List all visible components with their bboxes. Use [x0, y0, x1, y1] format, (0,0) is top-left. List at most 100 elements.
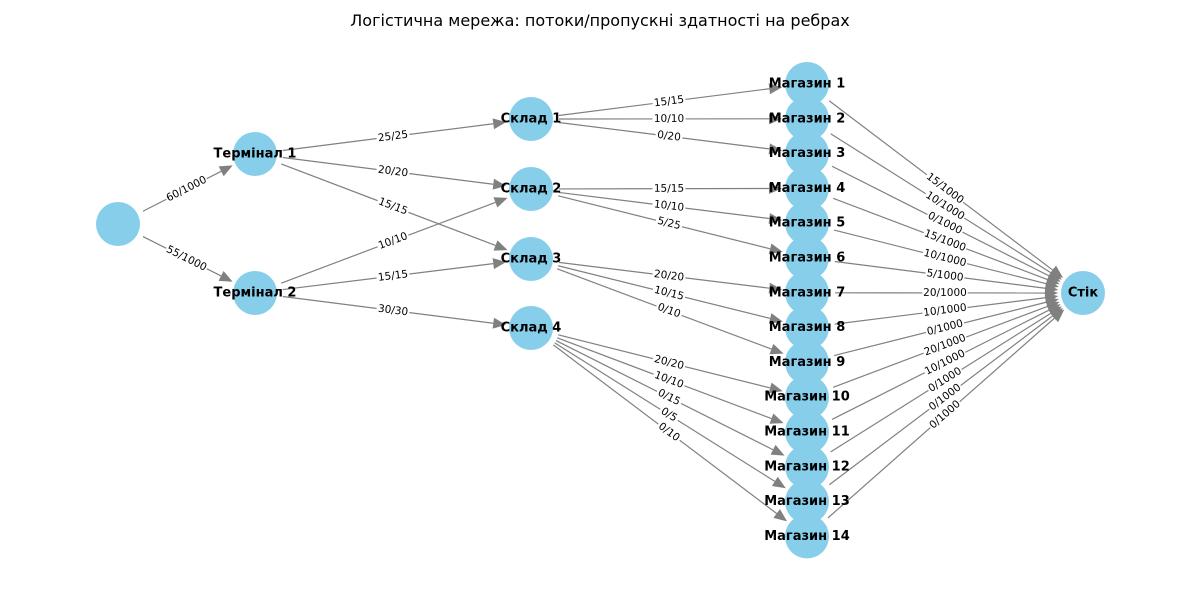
node-label-sink: Стік [1068, 286, 1099, 301]
edge-label-text: 10/10 [653, 369, 686, 391]
node-label-m2: Магазин 2 [769, 111, 846, 126]
edge-label-text: 10/1000 [923, 302, 968, 319]
node-label-m4: Магазин 4 [769, 181, 846, 196]
edge-label-text: 20/1000 [923, 287, 967, 299]
node-w1 [509, 97, 553, 141]
edge-arrowhead-w1-m3 [768, 143, 783, 155]
node-label-m9: Магазин 9 [769, 355, 846, 370]
edge-label-background [651, 283, 687, 304]
edge-label-text: 60/1000 [164, 174, 208, 205]
edge-label-background [921, 301, 969, 320]
edge-label-background [375, 267, 411, 285]
edge-arrowhead-w3-m8 [768, 313, 783, 324]
node-label-w3: Склад 3 [501, 252, 562, 267]
edge-label-background [651, 352, 687, 373]
node-sink [1061, 271, 1105, 315]
node-label-m3: Магазин 3 [769, 146, 846, 161]
node-label-w4: Склад 4 [501, 321, 562, 336]
edge-label-background [926, 396, 964, 433]
node-label-m13: Магазин 13 [764, 494, 850, 509]
node-t1 [233, 132, 277, 176]
edge-label-background [375, 301, 411, 320]
edge-arrowhead-m14-sink [1050, 309, 1065, 323]
node-labels-layer: Термінал 1 Термінал 2 Склад 1 Склад 2 Склад … [214, 77, 1099, 544]
edge-label-background [163, 172, 210, 206]
node-label-m5: Магазин 5 [769, 216, 846, 231]
edge-label-w2-m6: 5/25 [654, 213, 684, 234]
edge-label-background [654, 128, 684, 145]
edge-label-background [654, 418, 684, 446]
edge-label-w1-m1: 15/15 [651, 92, 687, 111]
node-m1 [785, 62, 829, 106]
node-m12 [785, 444, 829, 489]
edge-arrowhead-w2-m4 [768, 182, 783, 194]
edge-label-t2-w3: 15/15 [375, 267, 411, 285]
node-label-m6: Магазин 6 [769, 251, 846, 266]
nodes-layer [96, 62, 1105, 559]
edge-label-t2-w2: 10/10 [375, 229, 411, 253]
edge-label-w4-m14: 0/10 [654, 418, 684, 446]
edge-label-background [652, 182, 686, 196]
edge-arrowhead-t2-w3 [492, 258, 507, 270]
edge-label-background [921, 246, 969, 270]
edge-arrowhead-t1-w1 [492, 118, 507, 130]
edge-label-background [925, 380, 965, 415]
edge-label-background [922, 188, 968, 224]
edge-arrowhead-w1-m1 [768, 83, 783, 95]
edge-label-text: 15/15 [377, 196, 410, 218]
diagram-title: Логістична мережа: потоки/пропускні здат… [350, 11, 850, 30]
edge-arrowhead-w4-m12 [770, 444, 785, 456]
edge-label-text: 25/25 [377, 129, 409, 145]
edge-label-t2-w4: 30/30 [375, 301, 411, 320]
edge-arrowhead-w4-m14 [773, 509, 788, 522]
edge-label-background [924, 316, 966, 339]
node-label-t2: Термінал 2 [214, 286, 297, 301]
edge-label-text: 20/20 [377, 164, 409, 180]
edge-label-text: 10/10 [654, 113, 684, 125]
edge-label-t1-w3: 15/15 [375, 194, 411, 219]
node-source [96, 202, 140, 246]
edge-label-background [921, 226, 969, 255]
edge-arrowhead-w4-m11 [769, 413, 784, 424]
node-w2 [509, 167, 553, 211]
edge-label-w1-m2: 10/10 [652, 112, 686, 126]
edge-label-background [654, 299, 684, 322]
node-m9 [785, 340, 829, 385]
edge-label-background [651, 267, 687, 285]
edge-label-background [651, 92, 687, 111]
node-m8 [785, 305, 829, 350]
edge-label-m8-sink: 10/1000 [921, 301, 969, 320]
node-label-m14: Магазин 14 [764, 529, 850, 544]
node-label-m11: Магазин 11 [764, 425, 850, 440]
edge-label-background [375, 229, 411, 253]
edge-label-background [375, 194, 411, 219]
edge-label-t1-w1: 25/25 [375, 127, 411, 146]
edge-label-w3-m8: 10/15 [651, 283, 687, 304]
edge-arrowhead-w4-m13 [771, 476, 786, 489]
edge-arrowhead-w1-m2 [768, 113, 782, 125]
node-t2 [233, 271, 277, 315]
edge-label-m7-sink: 20/1000 [922, 286, 968, 300]
edge-label-background [924, 266, 966, 285]
edge-arrowhead-w3-m9 [769, 343, 784, 355]
edge-label-text: 0/20 [657, 129, 682, 144]
node-label-m12: Магазин 12 [764, 459, 850, 474]
edge-label-background [924, 208, 966, 238]
node-m3 [785, 131, 829, 176]
node-label-t1: Термінал 1 [214, 147, 297, 162]
node-m14 [785, 514, 829, 559]
node-m13 [785, 479, 829, 524]
node-m10 [785, 375, 829, 420]
edge-label-text: 10/10 [653, 198, 685, 214]
node-label-w1: Склад 1 [501, 112, 562, 127]
node-label-m8: Магазин 8 [769, 320, 846, 335]
node-m6 [785, 236, 829, 280]
node-w3 [509, 237, 553, 281]
edge-label-text: 30/30 [377, 303, 409, 319]
edge-label-text: 15/15 [654, 183, 684, 195]
node-label-w2: Склад 2 [501, 182, 562, 197]
edge-label-source-t2: 55/1000 [163, 242, 210, 275]
edge-label-background [163, 242, 210, 275]
edge-label-w2-m5: 10/10 [651, 197, 687, 215]
